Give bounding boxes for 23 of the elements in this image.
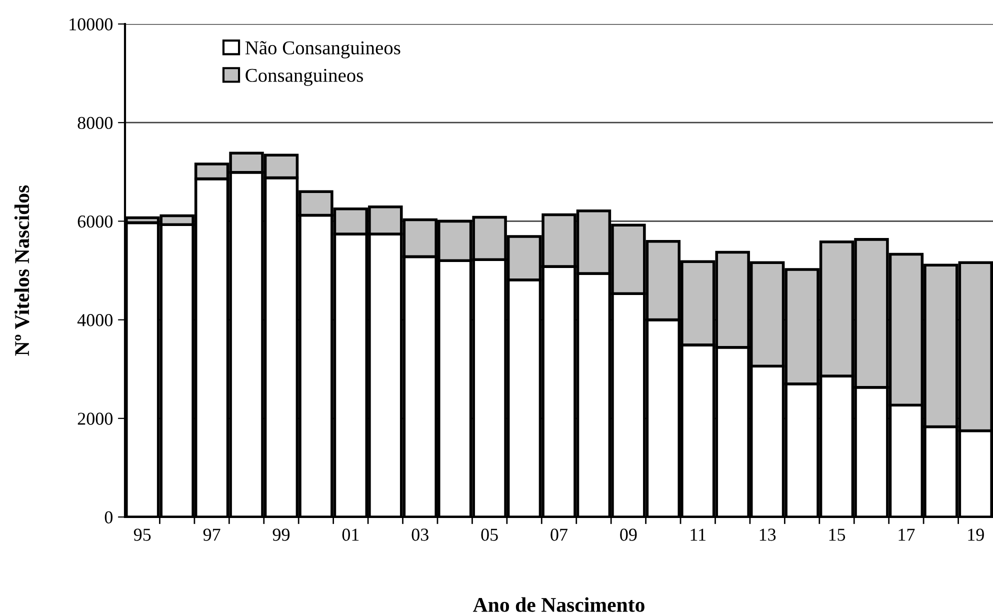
x-tick-label: 01 <box>342 528 359 541</box>
y-axis-title: Nº Vitelos Nascidos <box>14 185 30 356</box>
x-tick-label: 95 <box>134 528 151 541</box>
y-tick-label: 2000 <box>78 412 113 425</box>
x-tick-label: 13 <box>760 528 776 541</box>
x-tick-label: 03 <box>412 528 428 541</box>
x-tick-label: 19 <box>968 528 984 541</box>
y-tick-label: 0 <box>104 511 113 524</box>
x-tick-label: 99 <box>272 528 290 541</box>
y-tick-label: 10000 <box>70 18 113 30</box>
y-tick-label: 6000 <box>78 215 113 228</box>
y-tick-label: 8000 <box>78 116 113 130</box>
x-tick-label: 07 <box>550 528 568 541</box>
x-tick-label: 15 <box>829 528 846 541</box>
legend-label: Consanguineos <box>246 68 363 86</box>
legend-label: Não Consanguineos <box>245 41 400 58</box>
x-tick-label: 09 <box>620 528 637 541</box>
x-axis-title: Ano de Nascimento <box>472 597 644 612</box>
x-tick-label: 05 <box>481 528 498 541</box>
x-tick-label: 97 <box>203 528 220 541</box>
x-tick-label: 17 <box>898 528 915 541</box>
y-tick-label: 4000 <box>77 314 113 326</box>
x-tick-label: 11 <box>690 528 706 541</box>
